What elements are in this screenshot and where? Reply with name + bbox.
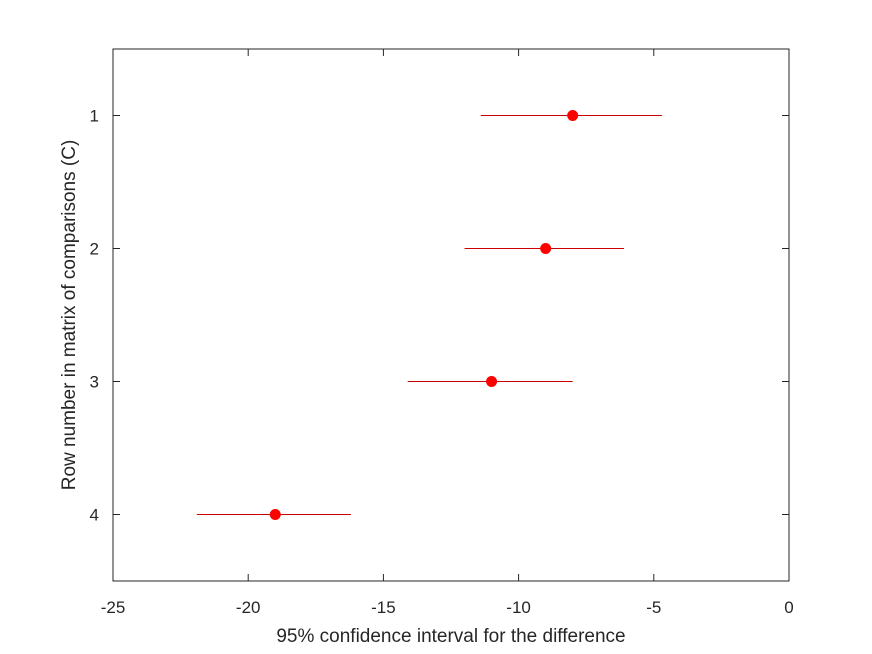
x-tick-label: -20 xyxy=(236,598,261,617)
y-tick-label: 3 xyxy=(90,373,99,392)
estimate-point xyxy=(540,243,552,254)
x-tick-label: -25 xyxy=(101,598,126,617)
x-tick-label: -10 xyxy=(506,598,531,617)
y-tick-label: 4 xyxy=(90,506,99,525)
y-axis-label: Row number in matrix of comparisons (C) xyxy=(59,140,80,491)
estimate-point xyxy=(269,509,281,520)
plot-area xyxy=(112,48,790,582)
estimate-point xyxy=(486,376,498,387)
x-tick-label: -15 xyxy=(371,598,396,617)
x-tick-label: 0 xyxy=(784,598,793,617)
estimate-point xyxy=(567,110,579,121)
x-axis-ticks: -25 -20 -15 -10 -5 0 xyxy=(101,49,794,617)
x-axis-label: 95% confidence interval for the differen… xyxy=(276,626,625,647)
y-axis-ticks: 1 2 3 4 xyxy=(90,107,789,525)
y-tick-label: 1 xyxy=(90,107,99,126)
x-tick-label: -5 xyxy=(646,598,661,617)
data-marks xyxy=(196,110,662,520)
y-tick-label: 2 xyxy=(90,240,99,259)
